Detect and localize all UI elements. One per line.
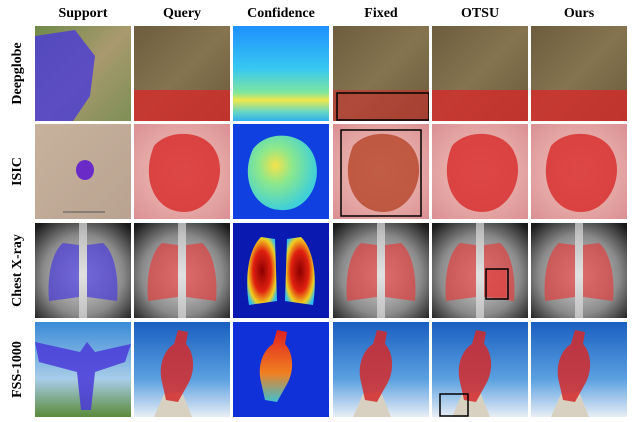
mask — [134, 90, 230, 121]
row-label: ISIC — [10, 157, 25, 186]
column-header: Ours — [564, 6, 595, 21]
image-cell — [531, 322, 627, 417]
image-cell — [432, 322, 528, 417]
image-cell — [233, 223, 329, 318]
image-cell — [333, 26, 429, 121]
column-header: Fixed — [364, 6, 398, 21]
image-cell — [233, 26, 329, 121]
image-cell — [134, 223, 230, 318]
image-cell — [531, 26, 627, 121]
figure: Support Query Confidence Fixed OTSU Ours Deepg… — [0, 0, 636, 422]
support-mask — [76, 160, 94, 180]
image-cell — [35, 124, 131, 219]
image-cell — [134, 124, 230, 219]
confidence-blob — [248, 136, 317, 210]
image-cell — [233, 322, 329, 417]
image-cell — [35, 223, 131, 318]
image-cell — [432, 26, 528, 121]
image-cell — [531, 124, 627, 219]
mask — [486, 269, 506, 297]
spine — [476, 223, 484, 318]
image-grid — [35, 26, 627, 417]
confidence-map — [233, 223, 329, 318]
mask — [432, 90, 528, 121]
image-cell — [333, 223, 429, 318]
spine — [377, 223, 385, 318]
column-header: Support — [58, 6, 107, 21]
image-cell — [134, 322, 230, 417]
row-label: Chest X-ray — [10, 234, 25, 307]
spine — [575, 223, 583, 318]
image-cell — [333, 124, 429, 219]
image-cell — [432, 223, 528, 318]
row-label: Deepglobe — [10, 42, 25, 104]
image-cell — [35, 26, 131, 121]
image-cell — [333, 322, 429, 417]
image-cell — [233, 124, 329, 219]
spine — [178, 223, 186, 318]
image-cell — [35, 322, 131, 417]
image-cell — [134, 26, 230, 121]
row-label: FSS-1000 — [10, 341, 25, 398]
column-header: OTSU — [461, 6, 499, 21]
column-header: Confidence — [247, 6, 315, 21]
spine — [79, 223, 87, 318]
confidence-map — [233, 26, 329, 121]
mask — [333, 90, 429, 121]
image-cell — [531, 223, 627, 318]
mask — [531, 90, 627, 121]
column-header: Query — [163, 6, 201, 21]
image-cell — [432, 124, 528, 219]
